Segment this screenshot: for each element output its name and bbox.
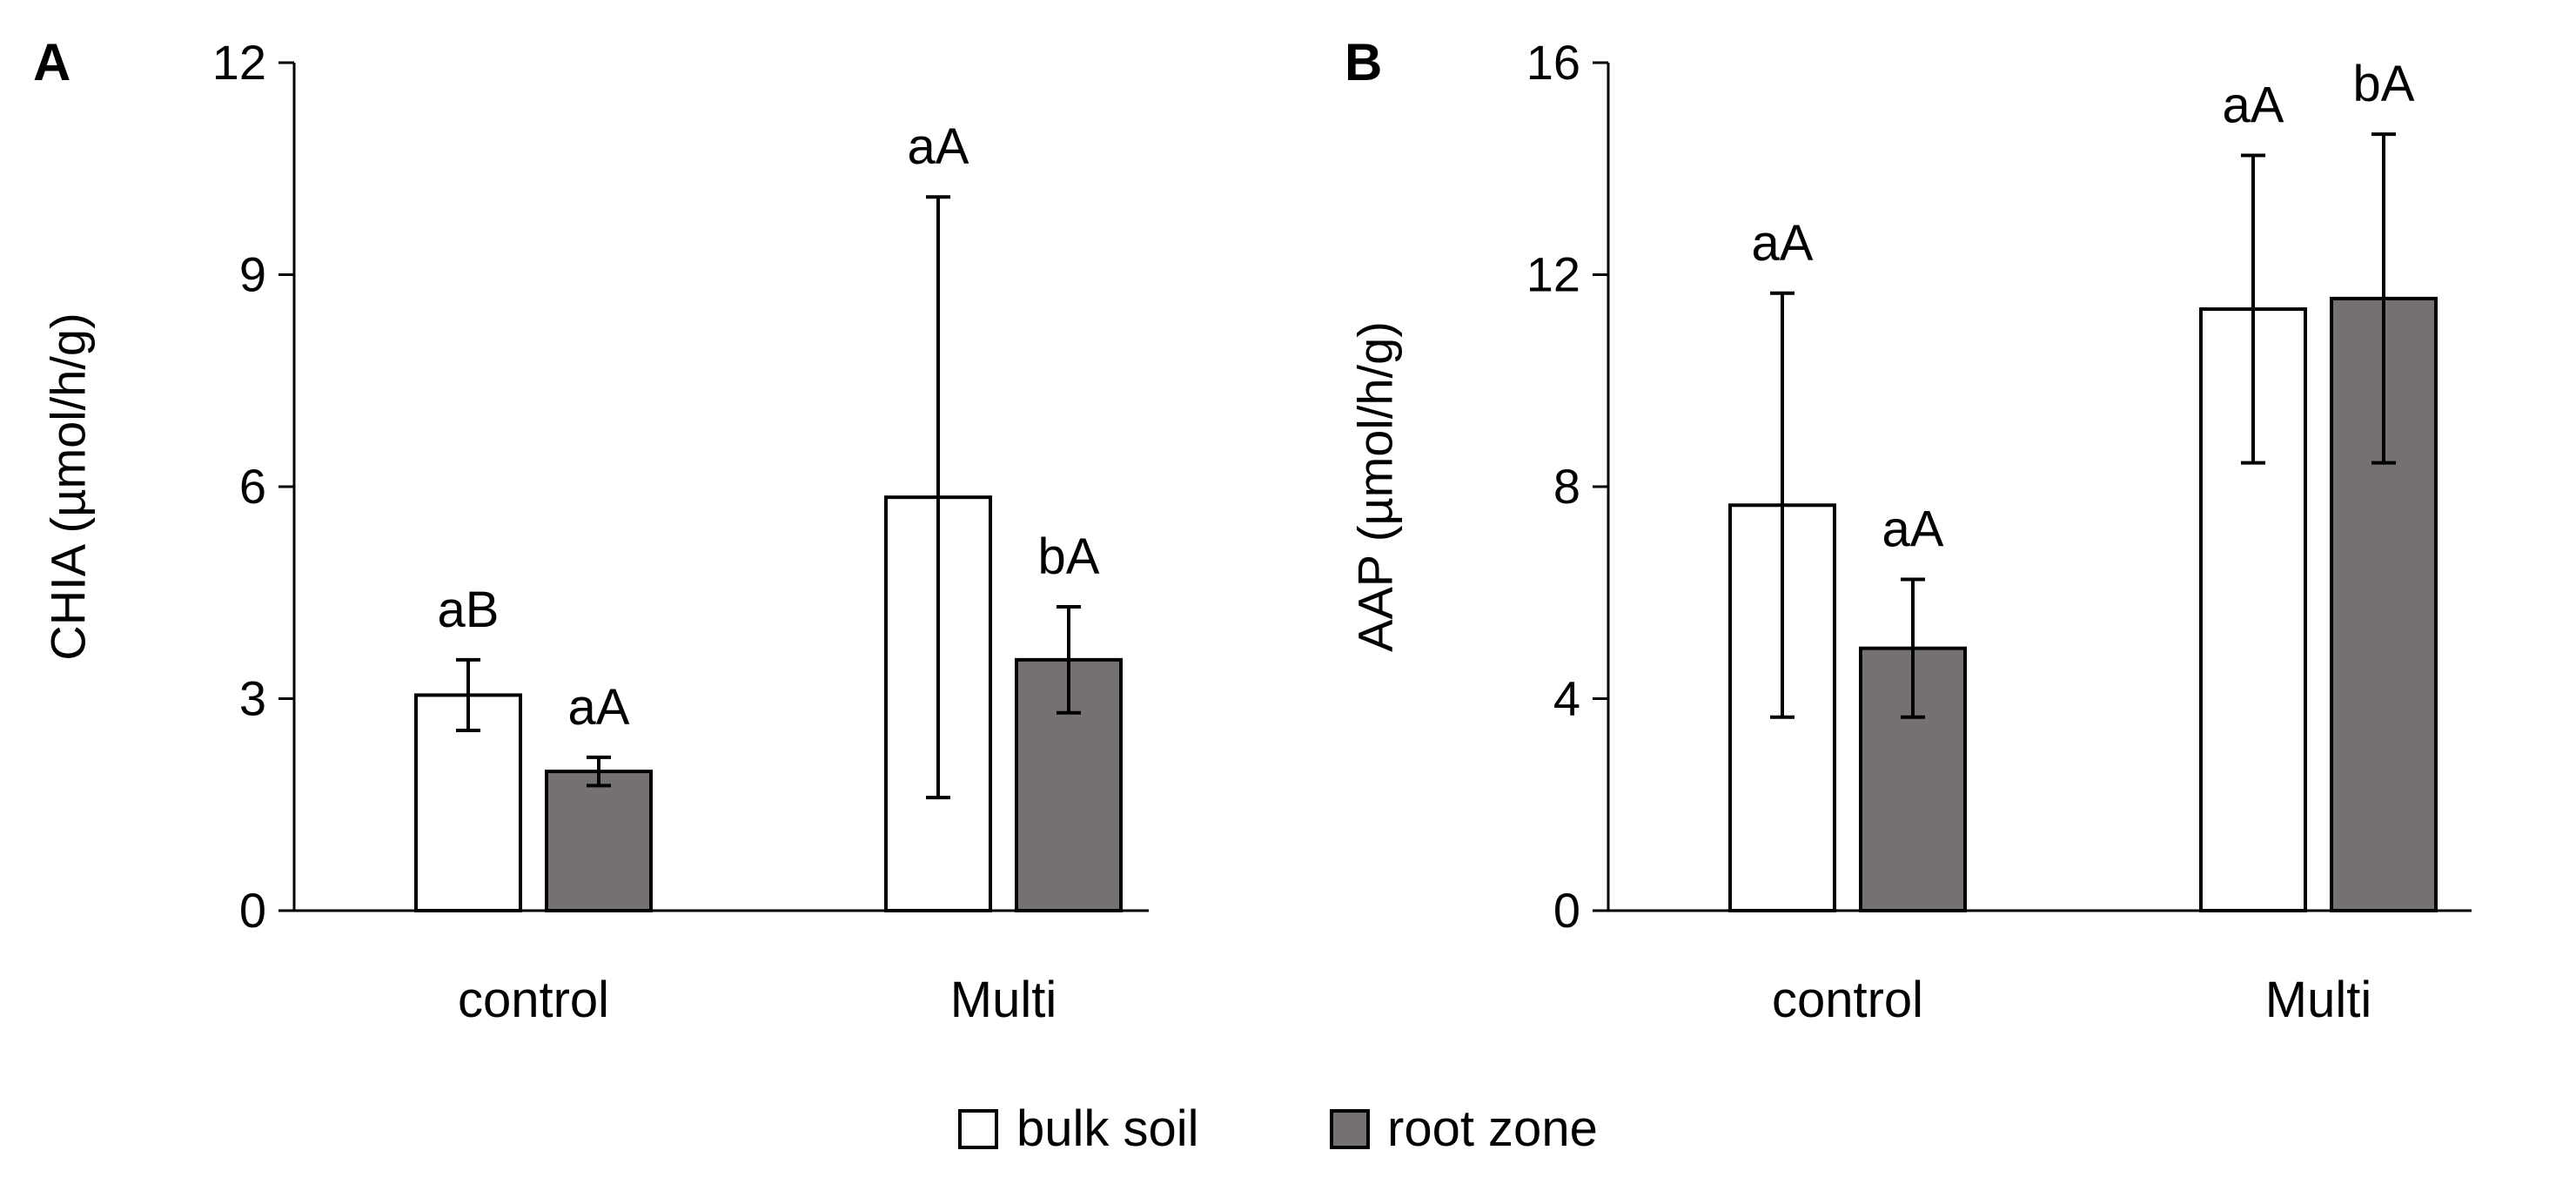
panel-letter: A: [33, 33, 70, 91]
panel-a: A 0 3 6 9 12 CHIA (µmol/h/g) control Multi aB aA aA…: [33, 33, 1149, 1028]
y-tick-label: 16: [1526, 35, 1580, 90]
y-tick-label: 6: [239, 459, 266, 514]
y-tick-label: 4: [1553, 671, 1580, 726]
y-axis-title: AAP (µmol/h/g): [1348, 321, 1403, 652]
significance-label: aA: [1882, 501, 1944, 558]
category-label: control: [1772, 972, 1923, 1028]
significance-label: bA: [2353, 56, 2415, 112]
legend-swatch: [1330, 1109, 1370, 1149]
significance-label: bA: [1038, 528, 1100, 585]
y-tick-label: 0: [1553, 883, 1580, 938]
significance-label: aA: [908, 118, 969, 175]
bar: [545, 770, 653, 913]
significance-label: aB: [438, 582, 500, 638]
legend: bulk soil root zone: [958, 1100, 1598, 1157]
category-label: Multi: [950, 972, 1057, 1028]
significance-label: aA: [568, 679, 630, 736]
legend-label: bulk soil: [1016, 1100, 1199, 1157]
significance-label: aA: [2223, 77, 2284, 134]
y-tick-label: 3: [239, 671, 266, 726]
panel-letter: B: [1345, 33, 1382, 91]
y-tick-label: 8: [1553, 459, 1580, 514]
category-label: Multi: [2265, 972, 2371, 1028]
panel-b: B 0 4 8 12 16 AAP (µmol/h/g) control Multi aA aA aA…: [1345, 33, 2472, 1028]
y-tick-label: 12: [212, 35, 266, 90]
legend-swatch: [958, 1109, 998, 1149]
significance-label: aA: [1752, 215, 1814, 272]
y-tick-label: 0: [239, 883, 266, 938]
y-axis-title: CHIA (µmol/h/g): [41, 313, 96, 660]
y-tick-label: 9: [239, 247, 266, 302]
bar: [1015, 657, 1123, 912]
legend-label: root zone: [1387, 1100, 1598, 1157]
category-label: control: [458, 972, 609, 1028]
y-tick-label: 12: [1526, 247, 1580, 302]
